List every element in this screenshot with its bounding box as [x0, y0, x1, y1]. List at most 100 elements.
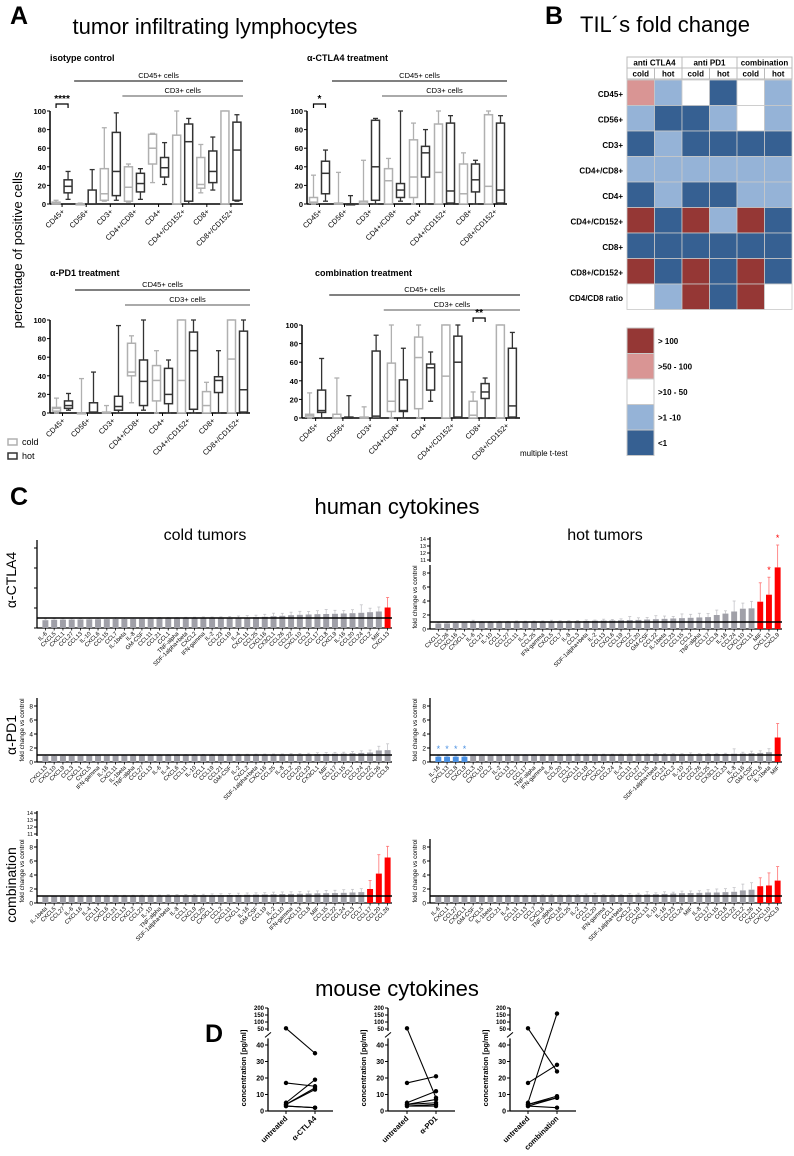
y-tick-label: 0 [260, 1109, 264, 1116]
x-tick-label: CD56+ [326, 207, 349, 230]
bar [182, 755, 189, 762]
box-hot [113, 395, 124, 411]
y-tick-label: 100 [33, 316, 46, 325]
y-tick-label: 40 [376, 1043, 384, 1050]
box-hot [63, 400, 74, 410]
heatmap-cell [764, 105, 793, 132]
bar [86, 619, 93, 628]
heatmap-legend-label: >10 - 50 [658, 388, 688, 397]
bar [678, 893, 685, 903]
bar [748, 753, 755, 762]
bar [687, 617, 694, 629]
bar [305, 754, 312, 762]
bar [452, 896, 459, 903]
bar [349, 613, 356, 628]
bar [574, 621, 581, 629]
heatmap-cell [736, 232, 765, 259]
heatmap-cell [654, 79, 683, 106]
y-tick-label: 40 [295, 163, 303, 172]
y-tick-label: 8 [29, 845, 33, 852]
box-hot [183, 123, 194, 202]
y-tick-label: 100 [285, 321, 298, 330]
x-tick-label: IL-8 [691, 906, 702, 917]
bar [583, 895, 590, 903]
box-cold [147, 133, 158, 165]
paired-line [527, 1013, 558, 1103]
x-tick-label: CD45+ [297, 421, 320, 444]
bar [261, 894, 268, 903]
bar [635, 754, 642, 762]
axis-break-mark [506, 1032, 514, 1038]
bar [51, 755, 58, 762]
x-tick-label: CD45+ [301, 207, 324, 230]
bar [288, 754, 295, 762]
x-tick-label: IL-2 [266, 906, 277, 917]
cold-tumors-title: cold tumors [164, 527, 247, 544]
y-tick-label-upper: 14 [27, 811, 33, 817]
bar [59, 755, 66, 762]
bar [731, 611, 738, 629]
y-tick-label: 8 [422, 571, 426, 578]
bar [226, 617, 233, 628]
box-hot [238, 330, 249, 413]
heatmap-cell [681, 181, 710, 208]
bar [68, 755, 75, 762]
heatmap-cell [764, 232, 793, 259]
bar [705, 892, 712, 903]
bar [191, 618, 198, 628]
bar [522, 896, 529, 903]
heatmap-cell [764, 258, 793, 285]
y-tick-label: 20 [376, 1076, 384, 1083]
significance-stars: **** [54, 94, 70, 105]
x-tick-label: IL-4 [500, 906, 512, 918]
bar [496, 755, 503, 762]
bar [461, 622, 468, 629]
boxplot-title: combination treatment [315, 268, 412, 278]
point-untreated [525, 1026, 531, 1031]
bar [279, 894, 286, 903]
bar [349, 892, 356, 903]
x-tick-label: IL-8 [125, 631, 136, 642]
y-axis-label: concentration [pg/ml] [359, 1029, 368, 1106]
heatmap-cell [654, 105, 683, 132]
y-tick-label: 4 [422, 599, 426, 606]
y-tick-label: 2 [29, 746, 33, 753]
bar [635, 619, 642, 629]
heatmap-cell [681, 79, 710, 106]
box-cold [386, 362, 397, 413]
box-hot [111, 131, 122, 197]
significance-star: * [776, 533, 780, 543]
point-untreated [525, 1103, 531, 1109]
legend-hot-swatch [7, 452, 18, 460]
bar [705, 617, 712, 629]
bar [59, 619, 66, 628]
heatmap-cell [736, 181, 765, 208]
bar [147, 755, 154, 762]
box-cold [99, 167, 110, 202]
box-hot [88, 402, 99, 414]
heatmap-row-label: CD56+ [598, 116, 623, 125]
heatmap-cell [709, 156, 738, 183]
bar [539, 755, 546, 762]
bar [130, 755, 137, 762]
bar [652, 619, 659, 629]
bar [504, 896, 511, 903]
point-treated [554, 1011, 560, 1016]
bar [323, 753, 330, 762]
bar [226, 755, 233, 762]
y-tick-label: 0 [422, 760, 426, 767]
bar [731, 891, 738, 903]
bar [51, 896, 58, 903]
heatmap-cell [736, 207, 765, 234]
heatmap-column-label: cold [743, 70, 760, 79]
heatmap-cell [654, 207, 683, 234]
box-hot [507, 347, 518, 418]
x-tick-label: CD4+ [409, 421, 430, 442]
point-treated [433, 1074, 439, 1079]
bar [138, 755, 145, 762]
bar [618, 754, 625, 762]
bar [349, 753, 356, 762]
bar [112, 619, 119, 628]
heatmap-cell [764, 156, 793, 183]
